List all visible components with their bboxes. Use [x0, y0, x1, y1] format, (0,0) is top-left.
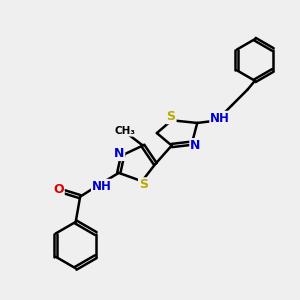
Text: N: N: [114, 147, 124, 160]
Text: NH: NH: [210, 112, 230, 125]
Text: CH₃: CH₃: [115, 126, 136, 136]
Text: S: S: [167, 110, 176, 123]
Text: S: S: [139, 178, 148, 191]
Text: O: O: [53, 183, 64, 196]
Text: NH: NH: [92, 180, 112, 193]
Text: N: N: [190, 139, 201, 152]
